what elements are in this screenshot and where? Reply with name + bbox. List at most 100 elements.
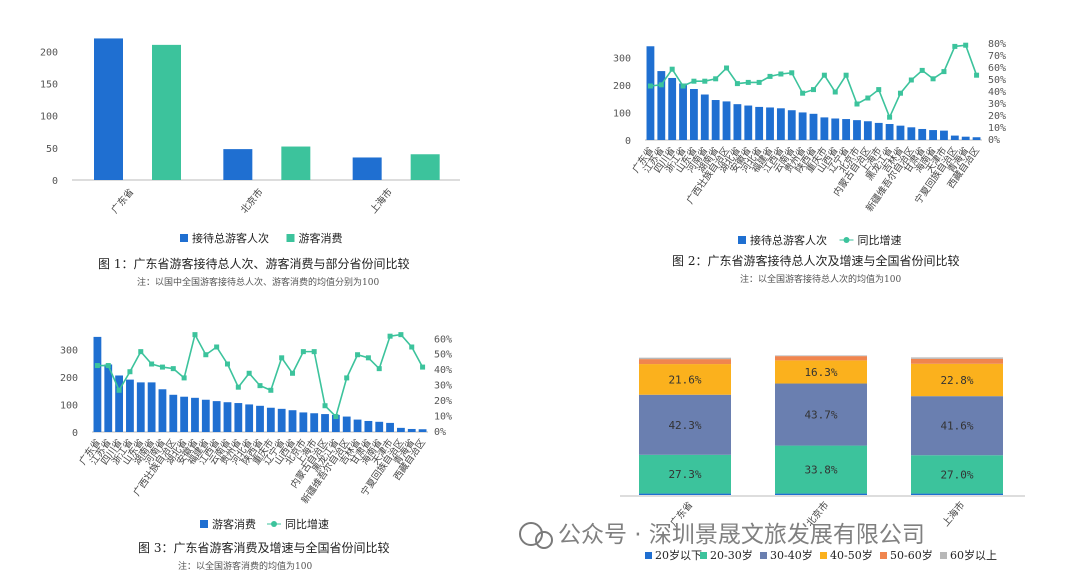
chart-4-segment-label: 16.3% bbox=[804, 366, 837, 379]
chart-3-growth-point bbox=[365, 355, 371, 361]
chart-2-y-tick: 100 bbox=[613, 108, 631, 119]
chart-3-y2-tick: 40% bbox=[434, 365, 452, 376]
chart-3-bar bbox=[288, 410, 297, 432]
wechat-watermark: 公众号 · 深圳景晟文旅发展有限公司 bbox=[519, 522, 925, 549]
chart-3-growth-point bbox=[105, 363, 111, 369]
chart-4-segment-label: 27.3% bbox=[668, 468, 701, 481]
chart-3-growth-line bbox=[97, 332, 424, 419]
chart-1-x-tick: 上海市 bbox=[367, 186, 395, 216]
chart-4-legend-label: 40-50岁 bbox=[830, 548, 873, 562]
chart-3-growth-point bbox=[149, 361, 155, 367]
chart-2-legend-swatch bbox=[738, 236, 746, 244]
wechat-icon bbox=[519, 522, 543, 546]
chart-3-growth-point bbox=[214, 344, 220, 350]
chart-4-legend-swatch bbox=[700, 552, 707, 559]
chart-2-bar bbox=[679, 83, 687, 140]
chart-2-bar bbox=[918, 128, 927, 140]
chart-2-growth-point bbox=[647, 83, 653, 89]
chart-2-growth-point bbox=[713, 76, 719, 82]
chart-3-y2-tick: 20% bbox=[434, 396, 452, 407]
chart-3-growth-point bbox=[300, 349, 306, 355]
chart-4-legend-label: 50-60岁 bbox=[890, 548, 933, 562]
chart-4-segment bbox=[775, 360, 867, 384]
chart-2-growth-point bbox=[887, 114, 893, 120]
chart-2-bar bbox=[863, 121, 872, 140]
chart-2-bar bbox=[853, 120, 861, 140]
chart-2-growth-point bbox=[745, 79, 751, 85]
chart-3-growth-point bbox=[246, 370, 252, 376]
chart-1-y-tick: 100 bbox=[40, 112, 58, 123]
chart-2-growth-point bbox=[919, 67, 925, 73]
chart-1-bar bbox=[281, 146, 311, 180]
chart-3-growth-point bbox=[279, 355, 285, 361]
chart-3-y2-tick: 50% bbox=[434, 350, 452, 361]
chart-2-bar bbox=[831, 118, 840, 140]
chart-3-bar bbox=[147, 382, 156, 432]
chart-1-x-tick: 广东省 bbox=[109, 186, 137, 216]
chart-3-growth-point bbox=[181, 375, 187, 381]
chart-2-growth-point bbox=[734, 81, 740, 87]
chart-2-growth-point bbox=[908, 77, 914, 83]
chart-2-growth-point bbox=[800, 90, 806, 96]
chart-2-bar bbox=[874, 122, 883, 140]
chart-2-bar bbox=[690, 89, 698, 140]
chart-2: 01002003000%10%20%30%40%50%60%70%80%广东省江… bbox=[613, 39, 1006, 285]
chart-2-y-tick: 300 bbox=[613, 53, 631, 64]
chart-4-segment bbox=[639, 357, 731, 360]
chart-3-legend-label: 游客消费 bbox=[212, 517, 256, 531]
chart-2-growth-point bbox=[963, 42, 969, 48]
chart-3-growth-point bbox=[344, 375, 350, 381]
chart-3-bar bbox=[223, 402, 232, 432]
chart-3-bar bbox=[342, 416, 351, 432]
chart-2-y2-tick: 30% bbox=[988, 99, 1006, 110]
chart-2-bar bbox=[668, 77, 677, 140]
chart-3-bar bbox=[418, 429, 427, 432]
chart-2-growth-point bbox=[843, 72, 849, 78]
chart-4-segment bbox=[639, 364, 731, 395]
chart-3-growth-point bbox=[116, 387, 122, 393]
chart-2-growth-point bbox=[724, 65, 730, 71]
chart-2-growth-point bbox=[974, 72, 980, 78]
chart-3-bar bbox=[245, 404, 254, 432]
chart-3-bar bbox=[397, 427, 405, 432]
chart-2-bar bbox=[798, 112, 807, 140]
chart-3-growth-point bbox=[398, 332, 404, 338]
chart-4-segment bbox=[911, 357, 1003, 359]
chart-3-bar bbox=[364, 420, 373, 432]
chart-2-bar bbox=[885, 124, 894, 140]
chart-2-y2-tick: 80% bbox=[988, 39, 1006, 50]
chart-3-growth-point bbox=[94, 363, 100, 369]
chart-3-growth-point bbox=[257, 383, 263, 389]
chart-3-bar bbox=[169, 394, 178, 432]
chart-1-bar bbox=[410, 154, 440, 180]
chart-3-bar bbox=[375, 421, 384, 432]
chart-4-segment-label: 42.3% bbox=[668, 419, 701, 432]
chart-2-growth-point bbox=[789, 70, 795, 76]
chart-3-bar bbox=[266, 407, 275, 432]
chart-4-segment bbox=[911, 358, 1003, 364]
chart-4-legend-swatch bbox=[645, 552, 652, 559]
chart-3-growth-point bbox=[170, 366, 176, 372]
chart-2-bar bbox=[809, 113, 818, 140]
chart-1-title: 图 1：广东省游客接待总人次、游客消费与部分省份间比较 bbox=[98, 256, 409, 271]
chart-3-bar bbox=[331, 414, 340, 432]
chart-3-bar bbox=[115, 375, 123, 432]
chart-2-bar bbox=[842, 119, 851, 140]
chart-2-bar bbox=[907, 127, 916, 140]
chart-4-segment-label: 21.6% bbox=[668, 373, 701, 386]
chart-3-bar bbox=[191, 397, 199, 432]
chart-3-title: 图 3：广东省游客消费及增速与全国省份间比较 bbox=[138, 540, 389, 555]
chart-4-segment bbox=[911, 493, 1003, 495]
chart-3-bar bbox=[180, 396, 189, 432]
chart-3-y-tick: 200 bbox=[60, 373, 78, 384]
chart-4-x-tick: 上海市 bbox=[940, 499, 968, 529]
chart-4-segment bbox=[639, 359, 731, 365]
chart-2-bar bbox=[820, 117, 829, 140]
chart-2-growth-point bbox=[691, 78, 697, 84]
chart-2-bar bbox=[961, 136, 970, 140]
chart-2-bar bbox=[722, 101, 731, 140]
chart-4-segment-label: 41.6% bbox=[940, 420, 973, 433]
chart-3-growth-point bbox=[387, 333, 393, 339]
chart-2-bar bbox=[950, 135, 959, 140]
